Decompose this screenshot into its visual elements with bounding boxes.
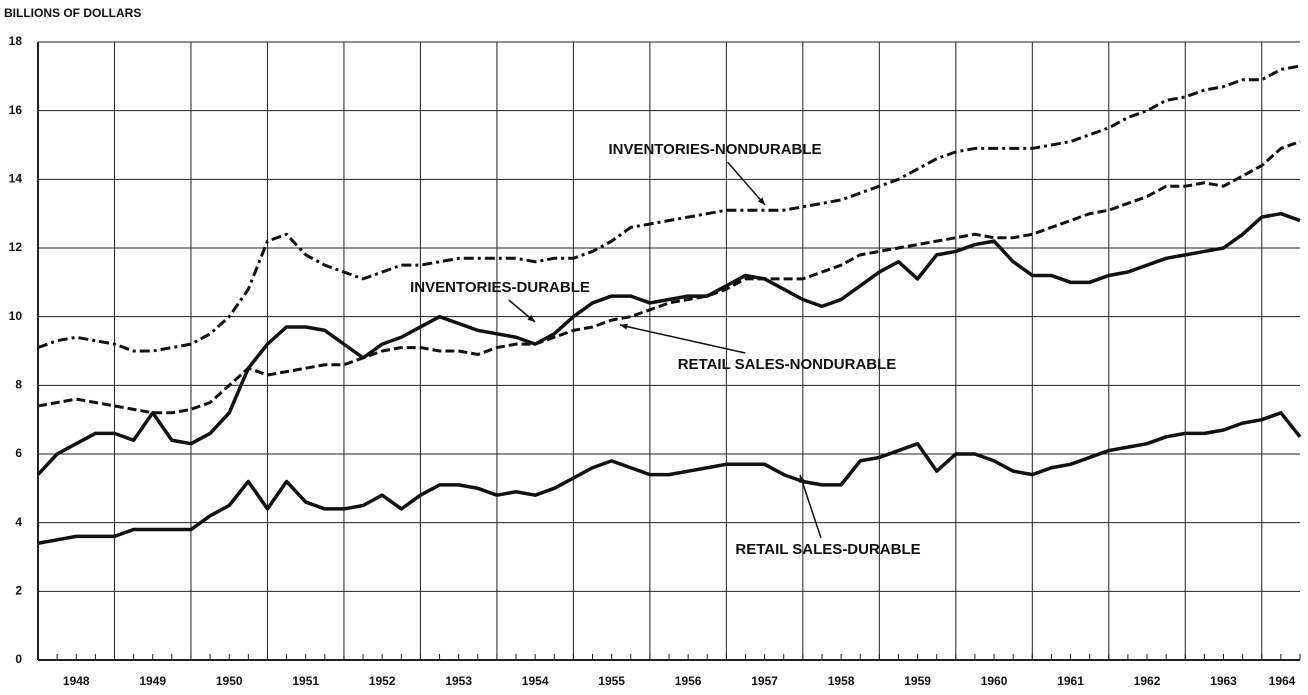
series-line: [37, 140, 1301, 415]
arrow-head: [620, 323, 628, 330]
x-tick-label: 1959: [904, 674, 931, 688]
y-tick-label: 10: [9, 309, 23, 323]
series-label: RETAIL SALES-DURABLE: [735, 541, 920, 558]
arrow-head: [527, 314, 535, 322]
x-tick-label: 1953: [445, 674, 472, 688]
x-tick-label: 1957: [751, 674, 778, 688]
leader-line: [799, 474, 822, 539]
x-tick-label: 1962: [1134, 674, 1161, 688]
x-tick-label: 1950: [216, 674, 243, 688]
x-tick-label: 1955: [598, 674, 625, 688]
y-tick-label: 4: [15, 515, 22, 529]
x-tick-label: 1958: [828, 674, 855, 688]
x-tick-label: 1961: [1057, 674, 1084, 688]
y-tick-label: 0: [15, 652, 22, 666]
series-label: INVENTORIES-NONDURABLE: [608, 141, 821, 158]
x-tick-label: 1960: [981, 674, 1008, 688]
y-tick-label: 18: [9, 34, 23, 48]
leader-line: [619, 324, 746, 354]
series-line: [37, 64, 1301, 353]
x-tick-label: 1954: [522, 674, 549, 688]
arrow-head: [799, 475, 806, 483]
y-tick-label: 16: [9, 103, 23, 117]
y-tick-label: 12: [9, 240, 23, 254]
y-tick-label: 2: [15, 584, 22, 598]
x-tick-label: 1964: [1269, 674, 1296, 688]
x-tick-label: 1951: [292, 674, 319, 688]
series-line: [36, 211, 1301, 476]
y-tick-label: 14: [9, 172, 23, 186]
x-tick-label: 1952: [369, 674, 396, 688]
y-axis-label: BILLIONS OF DOLLARS: [4, 6, 141, 20]
y-tick-label: 6: [15, 446, 22, 460]
series-label: INVENTORIES-DURABLE: [410, 279, 590, 296]
x-tick-label: 1963: [1210, 674, 1237, 688]
leader-line: [726, 161, 766, 206]
x-tick-label: 1949: [139, 674, 166, 688]
x-tick-label: 1956: [675, 674, 702, 688]
series-label: RETAIL SALES-NONDURABLE: [678, 356, 897, 373]
series-line: [37, 411, 1302, 545]
x-tick-label: 1948: [63, 674, 90, 688]
arrow-head: [757, 197, 765, 205]
y-tick-label: 8: [15, 378, 22, 392]
